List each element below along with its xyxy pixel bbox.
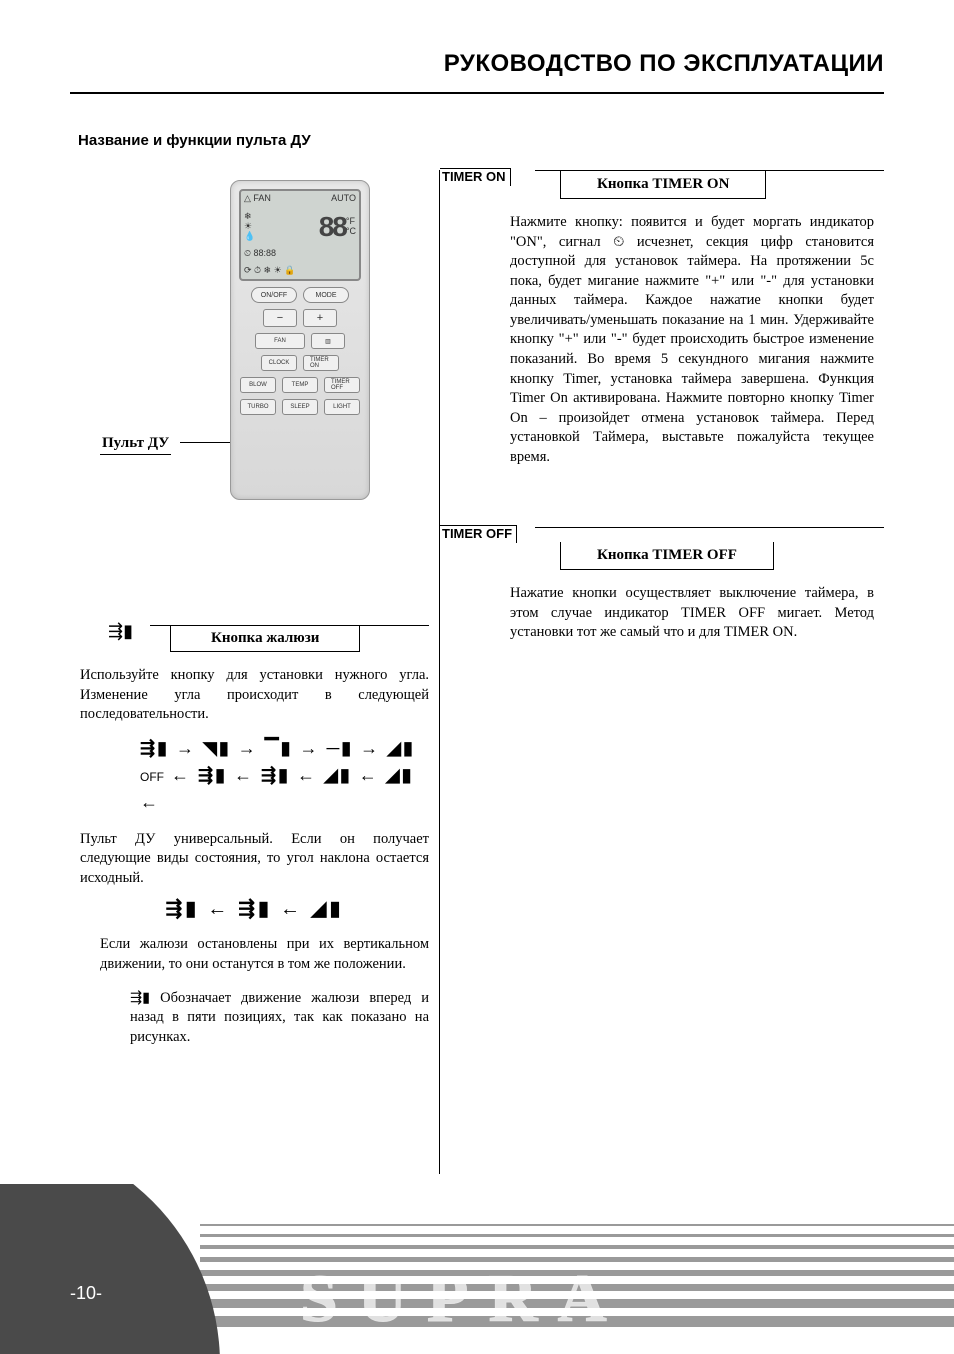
diagram-row1: ⇶▮ → ◥▮ → ▔▮ → ─▮ → ◢▮ [140,735,429,762]
lcd-top-left: △ FAN [244,194,271,204]
timer-off-body: Нажатие кнопки осуществляет выключение т… [510,584,874,643]
timer-on-title: Кнопка TIMER ON [560,171,766,199]
timer-on-stub: TIMER ON [440,168,511,186]
louver-p2: Пульт ДУ универсальный. Если он получает… [80,830,429,889]
swing-icon-inline: ⇶▮ [130,990,150,1006]
section-subtitle: Название и функции пульта ДУ [78,132,311,149]
swing-icon: ⇶▮ [108,621,133,642]
lcd-temperature: 88 [255,211,346,243]
diagram-row2: OFF ← ⇶▮ ← ⇶▮ ← ◢▮ ← ◢▮ ← [140,762,429,816]
lcd-clock: ⏲ 88:88 [244,249,276,259]
remote-leader-line [180,442,230,443]
light-button: LIGHT [324,399,360,415]
remote-caption: Пульт ДУ [100,435,171,455]
timer-off-title: Кнопка TIMER OFF [560,542,774,570]
left-column: △ FAN AUTO ❄☀💧 88 °F°C ⏲ 88:88 ⟳ ⏱ ❄ ☀ 🔒 [80,170,440,1174]
louver-title: Кнопка жалюзи [170,626,360,652]
timer-off-rule [535,527,884,528]
minus-button: − [263,309,297,327]
right-column: TIMER ON Кнопка TIMER ON Нажмите кнопку:… [440,170,884,1174]
lcd-top-right: AUTO [331,194,356,204]
timer-off-stub: TIMER OFF [440,525,517,543]
louver-diagram2: ⇶▮ ← ⇶▮ ← ◢▮ [80,896,429,921]
timeroff-button: TIMER OFF [324,377,360,393]
plus-button: + [303,309,337,327]
temp-button: TEMP [282,377,318,393]
swing-button: ▥ [311,333,345,349]
clock-button: CLOCK [261,355,297,371]
lcd-mode-icons: ❄☀💧 [244,212,255,242]
blow-button: BLOW [240,377,276,393]
lcd-bottom-icons: ⟳ ⏱ ❄ ☀ 🔒 [244,266,295,276]
fan-button: FAN [255,333,305,349]
louver-p3: Если жалюзи остановлены при их вертикаль… [100,935,429,974]
remote-lcd: △ FAN AUTO ❄☀💧 88 °F°C ⏲ 88:88 ⟳ ⏱ ❄ ☀ 🔒 [239,189,361,281]
mode-button: MODE [303,287,349,303]
page-title: РУКОВОДСТВО ПО ЭКСПЛУАТАЦИИ [70,50,884,86]
lcd-units: °F°C [346,217,356,237]
onoff-button: ON/OFF [251,287,297,303]
remote-body: △ FAN AUTO ❄☀💧 88 °F°C ⏲ 88:88 ⟳ ⏱ ❄ ☀ 🔒 [230,180,370,500]
footer-circle [0,1184,220,1354]
sleep-button: SLEEP [282,399,318,415]
remote-illustration: △ FAN AUTO ❄☀💧 88 °F°C ⏲ 88:88 ⟳ ⏱ ❄ ☀ 🔒 [230,180,370,500]
timer-on-section: TIMER ON Кнопка TIMER ON Нажмите кнопку:… [440,170,884,467]
timer-on-body: Нажмите кнопку: появится и будет моргать… [510,213,874,467]
timer-off-section: TIMER OFF Кнопка TIMER OFF Нажатие кнопк… [440,527,884,643]
page-footer: SUPRA -10- [0,1184,954,1354]
louver-sequence-diagram: ⇶▮ → ◥▮ → ▔▮ → ─▮ → ◢▮ OFF ← ⇶▮ ← ⇶▮ ← ◢… [140,735,429,816]
louver-section: ⇶▮ Кнопка жалюзи Используйте кнопку для … [80,625,429,1047]
header-rule [70,92,884,94]
brand-watermark: SUPRA [300,1259,627,1338]
timeron-button: TIMER ON [303,355,339,371]
content-area: △ FAN AUTO ❄☀💧 88 °F°C ⏲ 88:88 ⟳ ⏱ ❄ ☀ 🔒 [80,170,884,1174]
louver-p4: ⇶▮ Обозначает движение жалюзи вперед и н… [130,989,429,1048]
page-number: -10- [70,1283,102,1304]
turbo-button: TURBO [240,399,276,415]
louver-p1: Используйте кнопку для установки нужного… [80,666,429,725]
page-header: РУКОВОДСТВО ПО ЭКСПЛУАТАЦИИ [0,50,954,86]
